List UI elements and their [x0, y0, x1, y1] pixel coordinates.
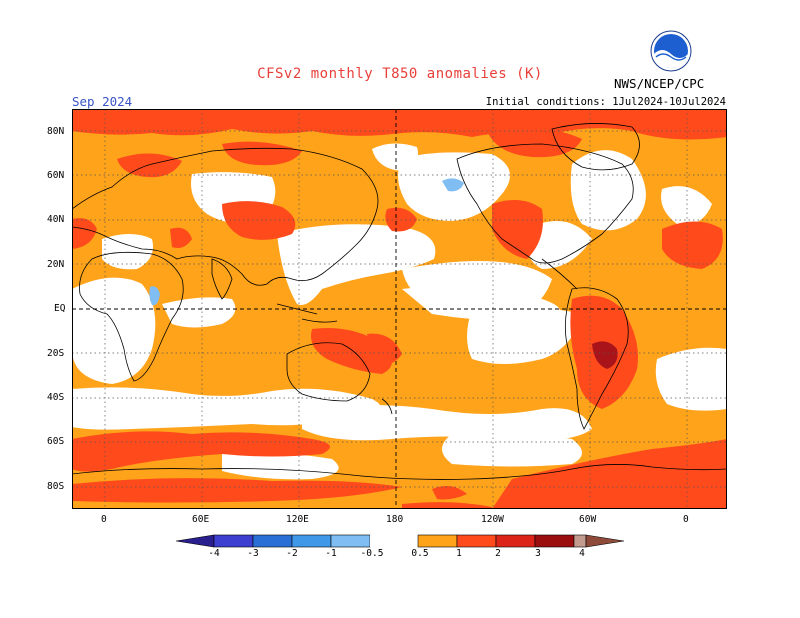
initial-conditions-label: Initial conditions: 1Jul2024-10Jul2024	[485, 96, 726, 108]
lat-label-40n: 40N	[47, 214, 65, 225]
reference-lines	[72, 109, 727, 509]
colorbar-segment-minus-2	[291, 534, 332, 548]
valid-month-label: Sep 2024	[72, 94, 133, 109]
map-title: CFSv2 monthly T850 anomalies (K)	[257, 66, 543, 82]
colorbar-segment-minus-1	[330, 534, 371, 548]
lat-label-60s: 60S	[47, 436, 65, 447]
lon-label-60w: 60W	[579, 514, 597, 525]
colorbar-label-minus-4: -4	[208, 548, 220, 559]
noaa-logo-icon	[650, 30, 692, 72]
lon-label-120e: 120E	[286, 514, 309, 525]
colorbar-segment-below-minus-4	[175, 534, 215, 548]
moderate-warm-anomaly-regions	[72, 109, 727, 509]
colorbar-label-minus-1: -1	[325, 548, 337, 559]
lat-label-80n: 80N	[47, 126, 65, 137]
lat-label-20s: 20S	[47, 348, 65, 359]
strong-warm-anomaly-region	[592, 341, 618, 369]
anomaly-map	[72, 109, 727, 509]
colorbar-segment-3	[534, 534, 575, 548]
lon-label-180: 180	[386, 514, 404, 525]
colorbar-label-minus-2: -2	[286, 548, 298, 559]
colorbar-segment-4	[573, 534, 587, 548]
colorbar-label-3: 3	[535, 548, 541, 559]
colorbar-segment-1	[456, 534, 497, 548]
colorbar-segment-neutral	[370, 535, 418, 547]
agency-label: NWS/NCEP/CPC	[614, 76, 705, 91]
cool-anomaly-regions	[149, 178, 464, 306]
lat-label-60n: 60N	[47, 170, 65, 181]
colorbar-label-1: 1	[456, 548, 462, 559]
colorbar-label-minus-3: -3	[247, 548, 259, 559]
colorbar-segment-minus-4	[213, 534, 254, 548]
lat-label-80s: 80S	[47, 481, 65, 492]
colorbar-segment-minus-3	[252, 534, 293, 548]
lon-label-0-east: 0	[683, 514, 689, 525]
lon-label-120w: 120W	[481, 514, 504, 525]
colorbar-segment-2	[495, 534, 536, 548]
colorbar-segment-above-4	[585, 534, 625, 548]
colorbar-label-minus-0p5: -0.5	[360, 548, 384, 559]
colorbar-label-0p5: 0.5	[411, 548, 429, 559]
anomaly-colorbar	[175, 534, 625, 548]
lat-label-20n: 20N	[47, 259, 65, 270]
lat-label-eq: EQ	[54, 303, 66, 314]
lon-label-0: 0	[101, 514, 107, 525]
lat-lon-grid	[72, 109, 727, 509]
coastlines	[72, 123, 727, 480]
lat-label-40s: 40S	[47, 392, 65, 403]
colorbar-segment-0p5	[417, 534, 458, 548]
colorbar-label-2: 2	[495, 548, 501, 559]
colorbar-label-4: 4	[579, 548, 585, 559]
lon-label-60e: 60E	[192, 514, 210, 525]
